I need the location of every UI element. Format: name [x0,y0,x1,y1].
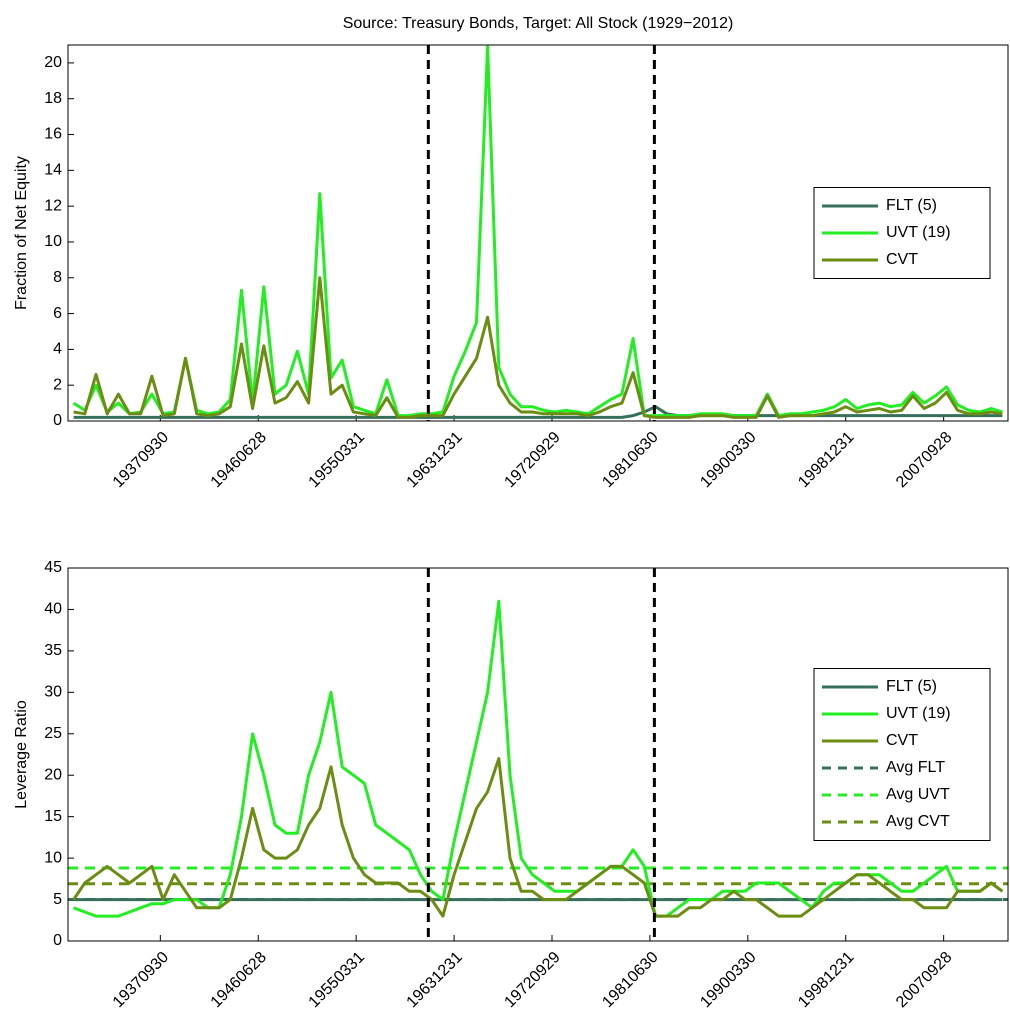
x-tick-label: 19550331 [306,429,368,491]
series-line [73,405,1003,419]
y-tick-label: 10 [44,849,62,866]
x-tick-label: 19810630 [599,429,661,491]
x-tick-label: 19900330 [697,949,759,1010]
y-axis-label: Fraction of Net Equity [13,156,30,310]
x-tick-label: 19720929 [501,949,563,1010]
x-tick-label: 20070928 [893,429,955,491]
y-tick-label: 12 [44,197,62,214]
legend-label: Avg FLT [886,759,945,776]
y-tick-label: 18 [44,90,62,107]
y-tick-label: 16 [44,126,62,143]
series-line [73,276,1003,419]
y-tick-label: 4 [53,341,62,358]
x-tick-label: 19370930 [110,429,172,491]
x-tick-label: 19631231 [404,949,466,1010]
series-line [72,45,1003,418]
legend-label: FLT (5) [886,197,937,214]
y-tick-label: 0 [53,932,62,949]
legend-label: CVT [886,732,918,749]
y-tick-label: 14 [44,162,62,179]
x-tick-label: 19550331 [306,949,368,1010]
y-tick-label: 45 [44,559,62,576]
y-tick-label: 0 [53,412,62,429]
y-tick-label: 8 [53,269,62,286]
chart-title: Source: Treasury Bonds, Target: All Stoc… [343,15,734,32]
y-tick-label: 25 [44,725,62,742]
x-tick-label: 19370930 [110,949,172,1010]
axes-frame [67,44,1009,422]
legend-label: FLT (5) [886,678,937,695]
y-tick-label: 30 [44,684,62,701]
x-tick-label: 19900330 [697,429,759,491]
legend-label: Avg UVT [886,786,950,803]
y-tick-label: 5 [53,891,62,908]
y-tick-label: 15 [44,808,62,825]
y-tick-label: 10 [44,233,62,250]
x-tick-label: 19460628 [208,429,270,491]
y-axis-label: Leverage Ratio [13,700,30,809]
x-tick-label: 19810630 [599,949,661,1010]
legend-box [813,668,991,841]
legend-label: CVT [886,251,918,268]
x-tick-label: 19981231 [795,429,857,491]
y-tick-label: 2 [53,376,62,393]
x-tick-label: 19720929 [501,429,563,491]
x-tick-label: 19460628 [208,949,270,1010]
series-line [72,757,1004,918]
legend-label: UVT (19) [886,224,951,241]
legend-label: Avg CVT [886,813,950,830]
y-tick-label: 20 [44,54,62,71]
plot-lines [72,45,1003,419]
y-tick-label: 40 [44,601,62,618]
y-tick-label: 20 [44,766,62,783]
plot-lines [68,599,1008,918]
x-tick-label: 19631231 [404,429,466,491]
x-tick-label: 20070928 [893,949,955,1010]
y-tick-label: 6 [53,305,62,322]
y-tick-label: 35 [44,642,62,659]
legend-label: UVT (19) [886,705,951,722]
axes-frame [67,567,1009,942]
x-tick-label: 19981231 [795,949,857,1010]
